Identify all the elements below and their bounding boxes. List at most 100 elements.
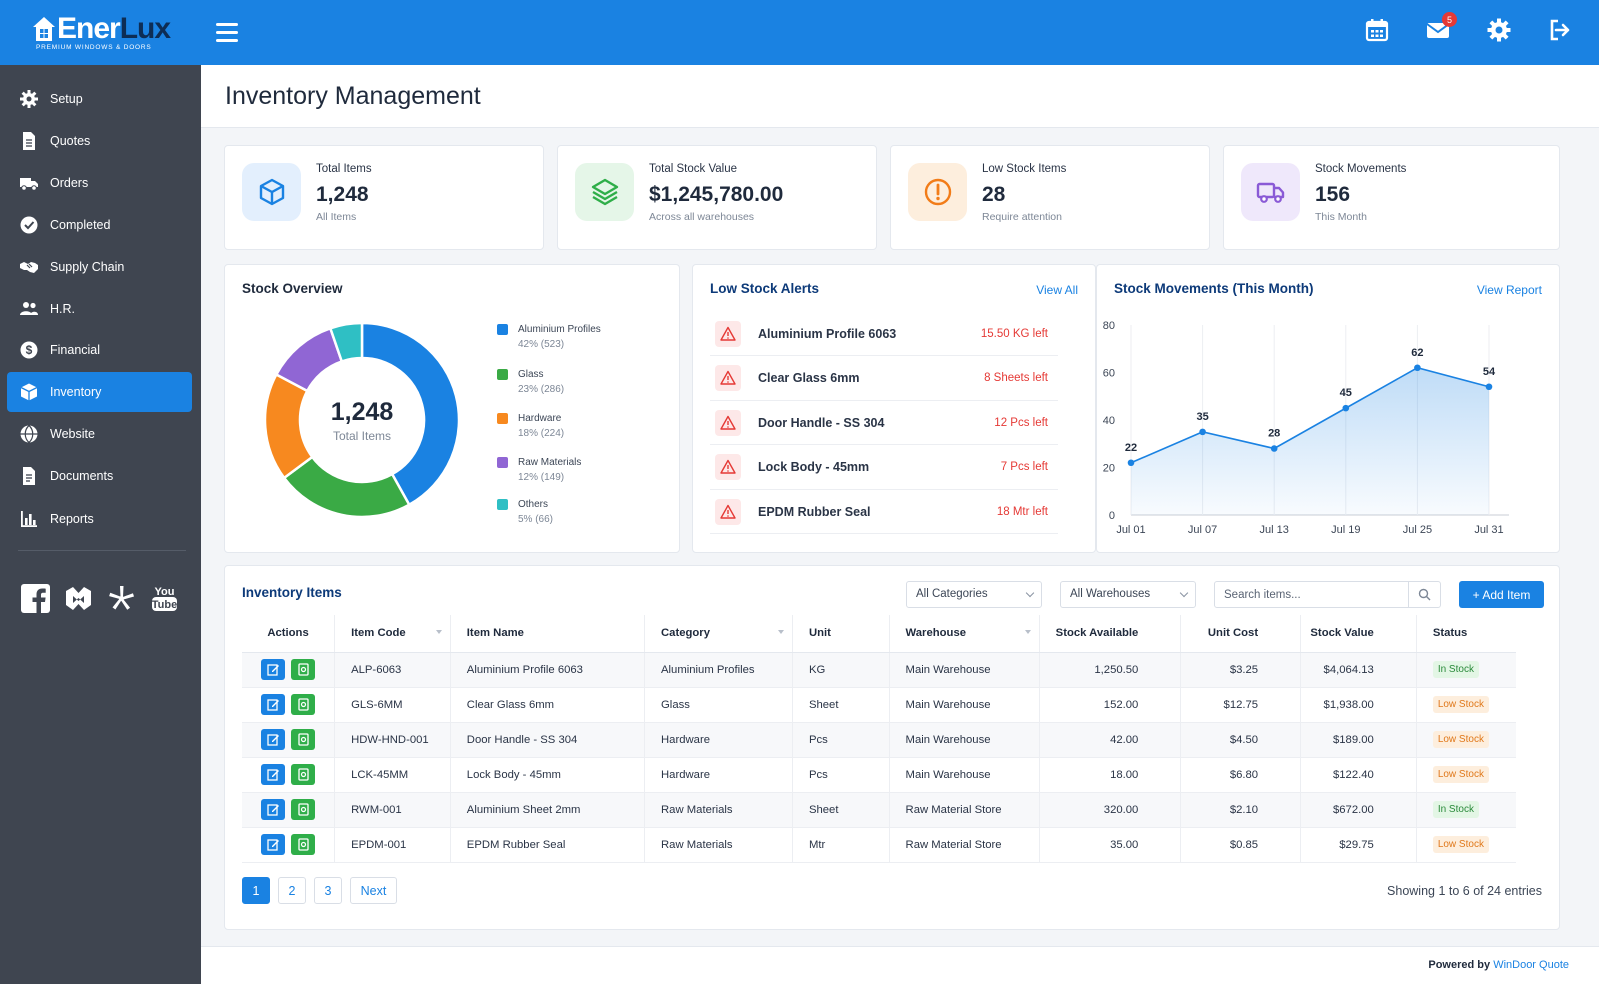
- footer-link[interactable]: WinDoor Quote: [1493, 959, 1569, 971]
- column-header-item-code[interactable]: Item Code: [334, 615, 451, 653]
- sort-icon[interactable]: [1025, 630, 1032, 634]
- column-header-warehouse[interactable]: Warehouse: [889, 615, 1041, 653]
- cell-unit: Sheet: [792, 792, 890, 828]
- houzz-icon[interactable]: [63, 583, 94, 614]
- globe-icon: [20, 425, 38, 444]
- stat-value: 28: [982, 183, 1006, 206]
- sidebar-item-h-r[interactable]: H.R.: [7, 289, 192, 329]
- cell-category: Hardware: [644, 722, 793, 758]
- low-stock-alert-item[interactable]: Lock Body - 45mm 7 Pcs left: [710, 446, 1058, 490]
- warehouse-filter-select[interactable]: All Warehouses: [1060, 581, 1196, 608]
- page-button-1[interactable]: 1: [242, 877, 270, 904]
- gear-icon[interactable]: [1486, 17, 1512, 43]
- sidebar-item-quotes[interactable]: Quotes: [7, 121, 192, 161]
- stat-icon-box: [242, 163, 301, 221]
- data-point: [1127, 459, 1135, 467]
- hamburger-menu-icon[interactable]: [216, 20, 242, 46]
- page-button-3[interactable]: 3: [314, 877, 342, 904]
- sidebar-item-financial[interactable]: $ Financial: [7, 330, 192, 370]
- inventory-items-title: Inventory Items: [242, 585, 342, 600]
- donut-slice-glass: [282, 455, 411, 519]
- view-button[interactable]: [291, 694, 316, 715]
- view-button[interactable]: [291, 729, 316, 750]
- edit-icon: [266, 734, 279, 746]
- view-all-link[interactable]: View All: [1036, 283, 1078, 297]
- low-stock-alert-item[interactable]: Clear Glass 6mm 8 Sheets left: [710, 357, 1058, 401]
- page-button-2[interactable]: 2: [278, 877, 306, 904]
- column-header-category[interactable]: Category: [644, 615, 793, 653]
- social-links: You Tube: [20, 583, 180, 614]
- warning-triangle-icon: [720, 459, 736, 474]
- warning-icon-box: [715, 454, 741, 480]
- stock-overview-card: Stock Overview 1,248 Total Items Alumini…: [224, 264, 680, 553]
- sidebar-item-reports[interactable]: Reports: [7, 499, 192, 539]
- category-filter-select[interactable]: All Categories: [906, 581, 1042, 608]
- youtube-icon[interactable]: You Tube: [149, 583, 180, 614]
- stat-subtext: All Items: [316, 211, 357, 223]
- edit-icon: [266, 664, 279, 676]
- calendar-icon[interactable]: [1364, 17, 1390, 43]
- stock-overview-title: Stock Overview: [242, 281, 343, 296]
- next-page-button[interactable]: Next: [350, 877, 397, 904]
- facebook-icon[interactable]: [20, 583, 51, 614]
- sidebar-item-supply-chain[interactable]: Supply Chain: [7, 247, 192, 287]
- yelp-icon[interactable]: [106, 583, 137, 614]
- view-button[interactable]: [291, 799, 316, 820]
- cell-name: Aluminium Sheet 2mm: [450, 792, 646, 828]
- sidebar-item-label: Documents: [50, 469, 114, 483]
- sidebar-item-documents[interactable]: Documents: [7, 456, 192, 496]
- cell-unit: Mtr: [792, 827, 890, 863]
- legend-item: Aluminium Profiles 42% (523): [497, 322, 601, 352]
- edit-button[interactable]: [261, 729, 286, 750]
- sidebar-item-website[interactable]: Website: [7, 414, 192, 454]
- cell-name: Aluminium Profile 6063: [450, 652, 646, 688]
- cell-code: ALP-6063: [334, 652, 451, 688]
- truck-icon: [1256, 182, 1284, 203]
- mail-icon[interactable]: 5: [1425, 12, 1457, 43]
- view-button[interactable]: [291, 659, 316, 680]
- edit-button[interactable]: [261, 659, 286, 680]
- legend-swatch: [497, 324, 508, 335]
- low-stock-alert-item[interactable]: Door Handle - SS 304 12 Pcs left: [710, 401, 1058, 445]
- logout-icon[interactable]: [1547, 17, 1573, 43]
- cell-value: $1,938.00: [1300, 687, 1417, 723]
- status-badge: Low Stock: [1432, 836, 1489, 853]
- cell-code: EPDM-001: [334, 827, 451, 863]
- legend-item: Others 5% (66): [497, 497, 553, 527]
- legend-swatch: [497, 413, 508, 424]
- search-box: [1214, 581, 1441, 608]
- column-header-label: Unit Cost: [1207, 627, 1259, 640]
- sidebar-item-label: Quotes: [50, 134, 91, 148]
- cell-code: GLS-6MM: [334, 687, 451, 723]
- brand-logo[interactable]: Ener Lux PREMIUM WINDOWS & DOORS: [0, 0, 200, 65]
- edit-button[interactable]: [261, 834, 286, 855]
- low-stock-alert-item[interactable]: Aluminium Profile 6063 15.50 KG left: [710, 312, 1058, 356]
- sidebar-item-setup[interactable]: Setup: [7, 79, 192, 119]
- search-input[interactable]: [1215, 582, 1405, 607]
- warning-triangle-icon: [720, 370, 736, 385]
- edit-button[interactable]: [261, 764, 286, 785]
- search-button[interactable]: [1408, 582, 1440, 607]
- cell-unit: KG: [792, 652, 890, 688]
- sidebar-item-completed[interactable]: Completed: [7, 205, 192, 245]
- table-row: HDW-HND-001 Door Handle - SS 304 Hardware P…: [242, 722, 1516, 758]
- sort-icon[interactable]: [435, 630, 442, 634]
- series-area: [1131, 367, 1489, 515]
- view-button[interactable]: [291, 764, 316, 785]
- table-row: RWM-001 Aluminium Sheet 2mm Raw Materials S…: [242, 792, 1516, 828]
- edit-button[interactable]: [261, 694, 286, 715]
- data-label: 62: [1411, 347, 1423, 359]
- actions-cell: [242, 792, 336, 828]
- add-item-button[interactable]: + Add Item: [1459, 581, 1544, 608]
- low-stock-alert-item[interactable]: EPDM Rubber Seal 18 Mtr left: [710, 490, 1058, 534]
- sidebar-item-orders[interactable]: Orders: [7, 163, 192, 203]
- column-header-stock-value: Stock Value: [1300, 615, 1417, 653]
- sort-icon[interactable]: [777, 630, 784, 634]
- view-report-link[interactable]: View Report: [1476, 283, 1542, 297]
- sidebar-item-inventory[interactable]: Inventory: [7, 372, 192, 412]
- table-row: GLS-6MM Clear Glass 6mm Glass Sheet Main War…: [242, 687, 1516, 723]
- table-row: ALP-6063 Aluminium Profile 6063 Aluminium …: [242, 652, 1516, 688]
- view-button[interactable]: [291, 834, 316, 855]
- edit-button[interactable]: [261, 799, 286, 820]
- alert-item-name: Lock Body - 45mm: [758, 460, 870, 474]
